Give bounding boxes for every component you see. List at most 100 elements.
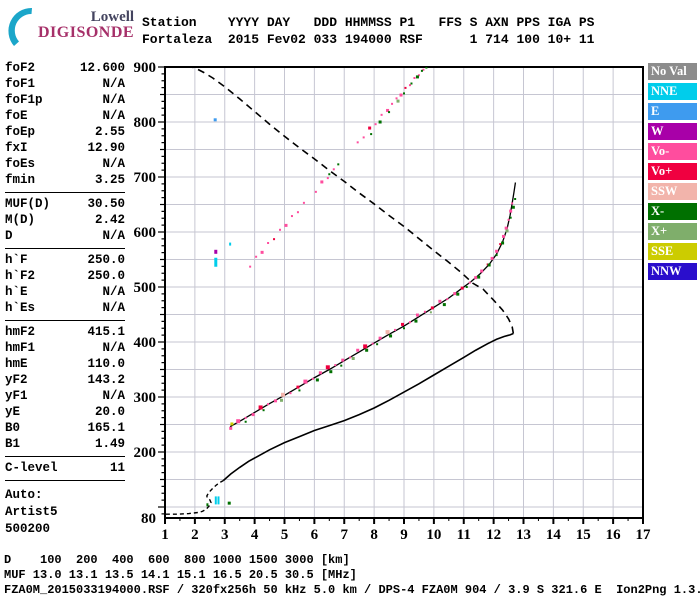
panel-param-label: hmF1 [5,341,36,355]
legend-item-label: Vo- [651,144,670,158]
legend-item: No Val [648,63,697,80]
panel-row: C-level 11 [5,460,125,476]
panel-row: hmF2 415.1 [5,324,125,340]
legend-item-label: No Val [651,64,687,78]
svg-text:14: 14 [546,527,562,543]
panel-param-label: C-level [5,461,58,475]
svg-text:200: 200 [134,445,157,461]
panel-footer-line: Auto: [5,488,43,502]
panel-param-label: B0 [5,421,21,435]
panel-param-label: yF1 [5,389,28,403]
panel-row: MUF(D) 30.50 [5,196,125,212]
panel-row: h`Es N/A [5,300,125,316]
legend-item: NNW [648,263,697,280]
panel-param-value: N/A [102,93,125,107]
panel-row: h`E N/A [5,284,125,300]
svg-text:10: 10 [426,527,441,543]
svg-text:6: 6 [311,527,319,543]
panel-param-label: hmF2 [5,325,36,339]
svg-text:16: 16 [606,527,622,543]
panel-param-value: N/A [102,285,125,299]
panel-param-label: foF2 [5,61,36,75]
header-row-labels: Station YYYY DAY DDD HHMMSS P1 FFS S AXN… [142,15,595,30]
panel-param-label: h`E [5,285,28,299]
panel-param-label: foEp [5,125,36,139]
svg-text:9: 9 [400,527,408,543]
panel-row: yF2 143.2 [5,372,125,388]
panel-row: foE N/A [5,108,125,124]
legend-item-label: X- [651,204,665,218]
panel-divider [5,320,125,321]
direction-color-legend: No Val NNE E W Vo- Vo+ SSW X- X+ SSE NNW [648,63,697,283]
legend-item-label: E [651,104,660,118]
legend-item-label: X+ [651,224,668,238]
panel-param-value: 415.1 [87,325,125,339]
svg-text:13: 13 [516,527,531,543]
panel-footer: Auto: Artist5 500200 [5,487,125,538]
panel-param-label: foEs [5,157,36,171]
svg-text:1: 1 [161,527,169,543]
panel-param-label: B1 [5,437,21,451]
scaled-parameters-panel: foF2 12.600 foF1 N/A foF1p N/A foE N/A foEp 2.55 f… [5,60,125,538]
panel-row: hmE 110.0 [5,356,125,372]
svg-text:300: 300 [134,390,157,406]
panel-param-value: 30.50 [87,197,125,211]
panel-row: hmF1 N/A [5,340,125,356]
panel-divider [5,480,125,481]
panel-param-value: N/A [102,341,125,355]
panel-param-value: 11 [109,461,125,475]
panel-footer-line: Artist5 [5,505,58,519]
legend-item-label: NNW [651,264,682,278]
digisonde-logo: Lowell DIGISONDE [4,4,134,54]
svg-text:4: 4 [251,527,259,543]
legend-item-label: Vo+ [651,164,673,178]
panel-param-label: foF1p [5,93,43,107]
logo-digisonde-text: DIGISONDE [38,24,135,41]
panel-param-value: 2.55 [94,125,125,139]
panel-row: foF1p N/A [5,92,125,108]
panel-param-value: 143.2 [87,373,125,387]
panel-param-value: 165.1 [87,421,125,435]
panel-param-value: N/A [102,157,125,171]
panel-param-label: hmE [5,357,28,371]
panel-footer-line: 500200 [5,522,51,536]
panel-param-value: 2.42 [94,213,125,227]
panel-param-label: fxI [5,141,28,155]
panel-row: h`F 250.0 [5,252,125,268]
panel-param-value: 3.25 [94,173,125,187]
bottom-status-rows: D 100 200 400 600 800 1000 1500 3000 [km… [4,553,700,598]
svg-text:500: 500 [134,280,157,296]
svg-text:2: 2 [191,527,199,543]
svg-text:80: 80 [141,511,156,527]
panel-param-label: yF2 [5,373,28,387]
header-row-values: Fortaleza 2015 Fev02 033 194000 RSF 1 71… [142,32,595,47]
panel-param-value: 110.0 [87,357,125,371]
panel-row: B1 1.49 [5,436,125,452]
panel-row: foEs N/A [5,156,125,172]
legend-item-label: SSE [651,244,674,258]
svg-text:7: 7 [341,527,349,543]
panel-row: yE 20.0 [5,404,125,420]
muf-row: MUF 13.0 13.1 13.5 14.1 15.1 16.5 20.5 3… [4,568,357,582]
svg-text:8: 8 [370,527,378,543]
panel-param-label: h`F2 [5,269,36,283]
svg-text:5: 5 [281,527,289,543]
panel-row: yF1 N/A [5,388,125,404]
svg-text:15: 15 [576,527,591,543]
legend-item: W [648,123,697,140]
legend-item: X- [648,203,697,220]
panel-divider [5,248,125,249]
legend-item: Vo- [648,143,697,160]
legend-item: SSW [648,183,697,200]
panel-param-label: h`F [5,253,28,267]
panel-row: foF1 N/A [5,76,125,92]
svg-text:400: 400 [134,335,157,351]
panel-divider [5,192,125,193]
panel-param-value: N/A [102,301,125,315]
panel-param-value: 250.0 [87,253,125,267]
legend-item-label: NNE [651,84,678,98]
logo-lowell-text: Lowell [90,9,135,25]
svg-text:900: 900 [134,60,157,76]
measurement-header: Station YYYY DAY DDD HHMMSS P1 FFS S AXN… [142,14,594,48]
panel-param-label: MUF(D) [5,197,51,211]
